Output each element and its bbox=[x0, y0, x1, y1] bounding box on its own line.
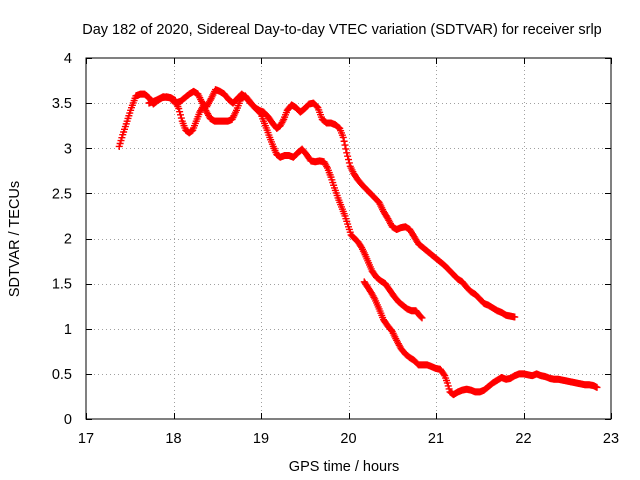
data-point-marker bbox=[340, 137, 348, 145]
data-point-marker bbox=[345, 159, 353, 167]
data-point-marker bbox=[343, 149, 351, 157]
x-tick-label: 17 bbox=[78, 431, 94, 447]
y-axis-label: SDTVAR / TECUs bbox=[7, 181, 23, 297]
data-point-marker bbox=[339, 133, 347, 141]
chart-title: Day 182 of 2020, Sidereal Day-to-day VTE… bbox=[82, 22, 602, 38]
data-point-marker bbox=[177, 111, 184, 119]
x-tick-label: 19 bbox=[253, 431, 269, 447]
data-point-marker bbox=[177, 114, 185, 122]
x-axis-label: GPS time / hours bbox=[289, 459, 399, 475]
data-point-marker bbox=[418, 314, 426, 322]
x-tick-labels: 17 18 19 20 21 22 23 bbox=[78, 431, 619, 447]
data-point-marker bbox=[593, 383, 601, 391]
y-tick-label: 0.5 bbox=[52, 367, 72, 383]
data-point-marker bbox=[341, 141, 349, 149]
chart-grid bbox=[86, 58, 611, 419]
data-point-marker bbox=[176, 108, 184, 116]
y-tick-label: 1 bbox=[64, 322, 72, 338]
y-tick-label: 4 bbox=[64, 51, 72, 67]
plot-frame bbox=[85, 57, 612, 420]
data-point-marker bbox=[323, 163, 331, 171]
y-tick-label: 3 bbox=[64, 141, 72, 157]
data-point-marker bbox=[345, 156, 352, 164]
y-tick-label: 2.5 bbox=[52, 186, 72, 202]
y-tick-label: 1.5 bbox=[52, 277, 72, 293]
data-point-marker bbox=[370, 293, 378, 301]
y-tick-label: 0 bbox=[64, 412, 72, 428]
data-point-marker bbox=[342, 145, 350, 153]
x-tick-label: 18 bbox=[165, 431, 181, 447]
data-point-marker bbox=[344, 152, 352, 160]
data-series bbox=[115, 86, 601, 399]
data-point-marker bbox=[417, 313, 425, 321]
x-tick-label: 22 bbox=[515, 431, 531, 447]
data-point-marker bbox=[175, 105, 183, 113]
y-tick-labels: 0 0.5 1 1.5 2 2.5 3 3.5 4 bbox=[52, 51, 72, 428]
x-tick-label: 21 bbox=[428, 431, 444, 447]
series-group bbox=[360, 278, 601, 399]
x-tick-label: 23 bbox=[603, 431, 619, 447]
data-point-marker bbox=[440, 370, 448, 378]
series-group bbox=[145, 86, 519, 321]
axis-ticks bbox=[86, 58, 612, 420]
data-point-marker bbox=[279, 117, 287, 125]
data-point-marker bbox=[511, 313, 519, 321]
y-tick-label: 3.5 bbox=[52, 96, 72, 112]
y-tick-label: 2 bbox=[64, 232, 72, 248]
x-tick-label: 20 bbox=[340, 431, 356, 447]
